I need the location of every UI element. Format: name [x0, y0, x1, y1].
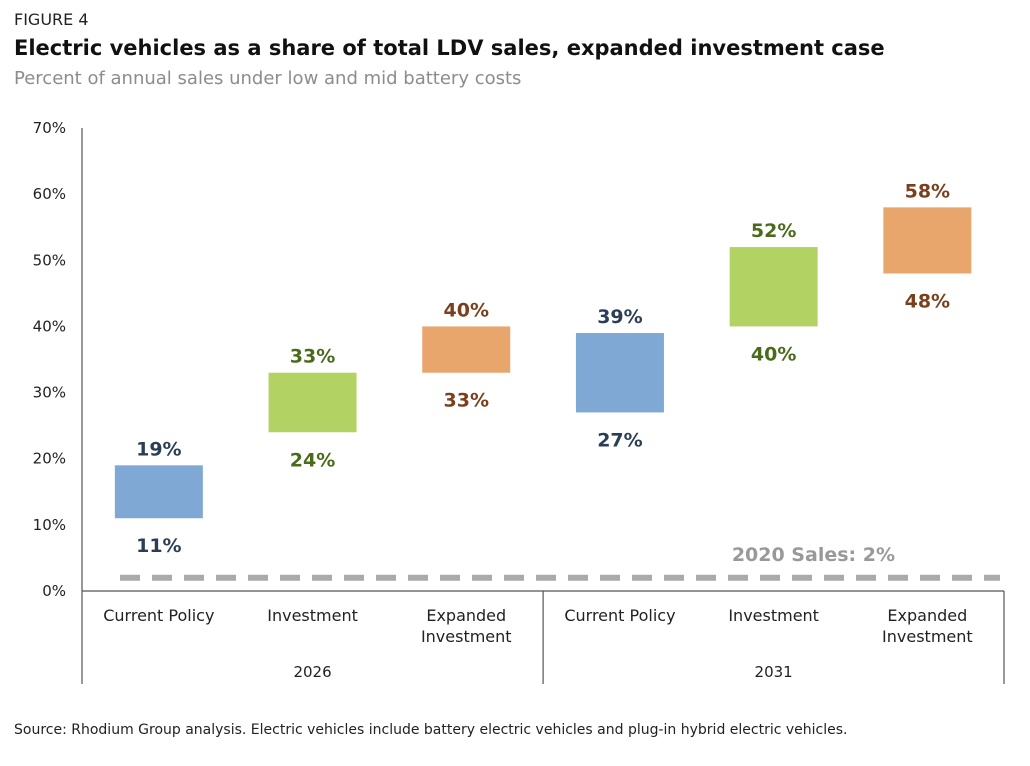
y-tick-label: 30%	[33, 384, 66, 402]
bar-low-label: 48%	[905, 291, 950, 313]
chart-subtitle: Percent of annual sales under low and mi…	[14, 68, 522, 89]
x-category-label: Current Policy	[564, 606, 675, 625]
y-tick-label: 50%	[33, 251, 66, 269]
x-category-label: Investment	[882, 627, 973, 646]
bar-high-label: 52%	[751, 220, 796, 242]
x-group-label: 2026	[293, 663, 331, 681]
bar-expanded_investment	[883, 207, 972, 274]
bar-high-label: 40%	[444, 299, 489, 321]
x-category-label: Expanded	[426, 606, 506, 625]
x-category-label: Expanded	[887, 606, 967, 625]
bar-low-label: 24%	[290, 449, 335, 471]
y-tick-label: 60%	[33, 185, 66, 203]
y-tick-label: 0%	[42, 582, 66, 600]
y-tick-label: 70%	[33, 119, 66, 137]
x-category-label: Current Policy	[103, 606, 214, 625]
y-tick-label: 20%	[33, 450, 66, 468]
figure-label: FIGURE 4	[14, 10, 89, 29]
bar-low-label: 33%	[444, 390, 489, 412]
bar-current_policy	[575, 333, 664, 413]
bar-investment	[729, 247, 818, 327]
source-note: Source: Rhodium Group analysis. Electric…	[14, 722, 848, 738]
x-group-label: 2031	[755, 663, 793, 681]
reference-label: 2020 Sales: 2%	[732, 544, 895, 566]
bar-high-label: 19%	[136, 438, 181, 460]
chart-title: Electric vehicles as a share of total LD…	[14, 36, 885, 60]
bar-current_policy	[114, 465, 203, 519]
x-category-label: Investment	[267, 606, 358, 625]
bar-high-label: 33%	[290, 346, 335, 368]
bar-investment	[268, 372, 357, 433]
y-tick-label: 10%	[33, 516, 66, 534]
bar-low-label: 27%	[597, 429, 642, 451]
x-category-label: Investment	[728, 606, 819, 625]
bar-low-label: 40%	[751, 343, 796, 365]
x-category-label: Investment	[421, 627, 512, 646]
y-tick-label: 40%	[33, 317, 66, 335]
bar-low-label: 11%	[136, 535, 181, 557]
bar-high-label: 39%	[597, 306, 642, 328]
bar-high-label: 58%	[905, 180, 950, 202]
bar-expanded_investment	[422, 326, 511, 373]
